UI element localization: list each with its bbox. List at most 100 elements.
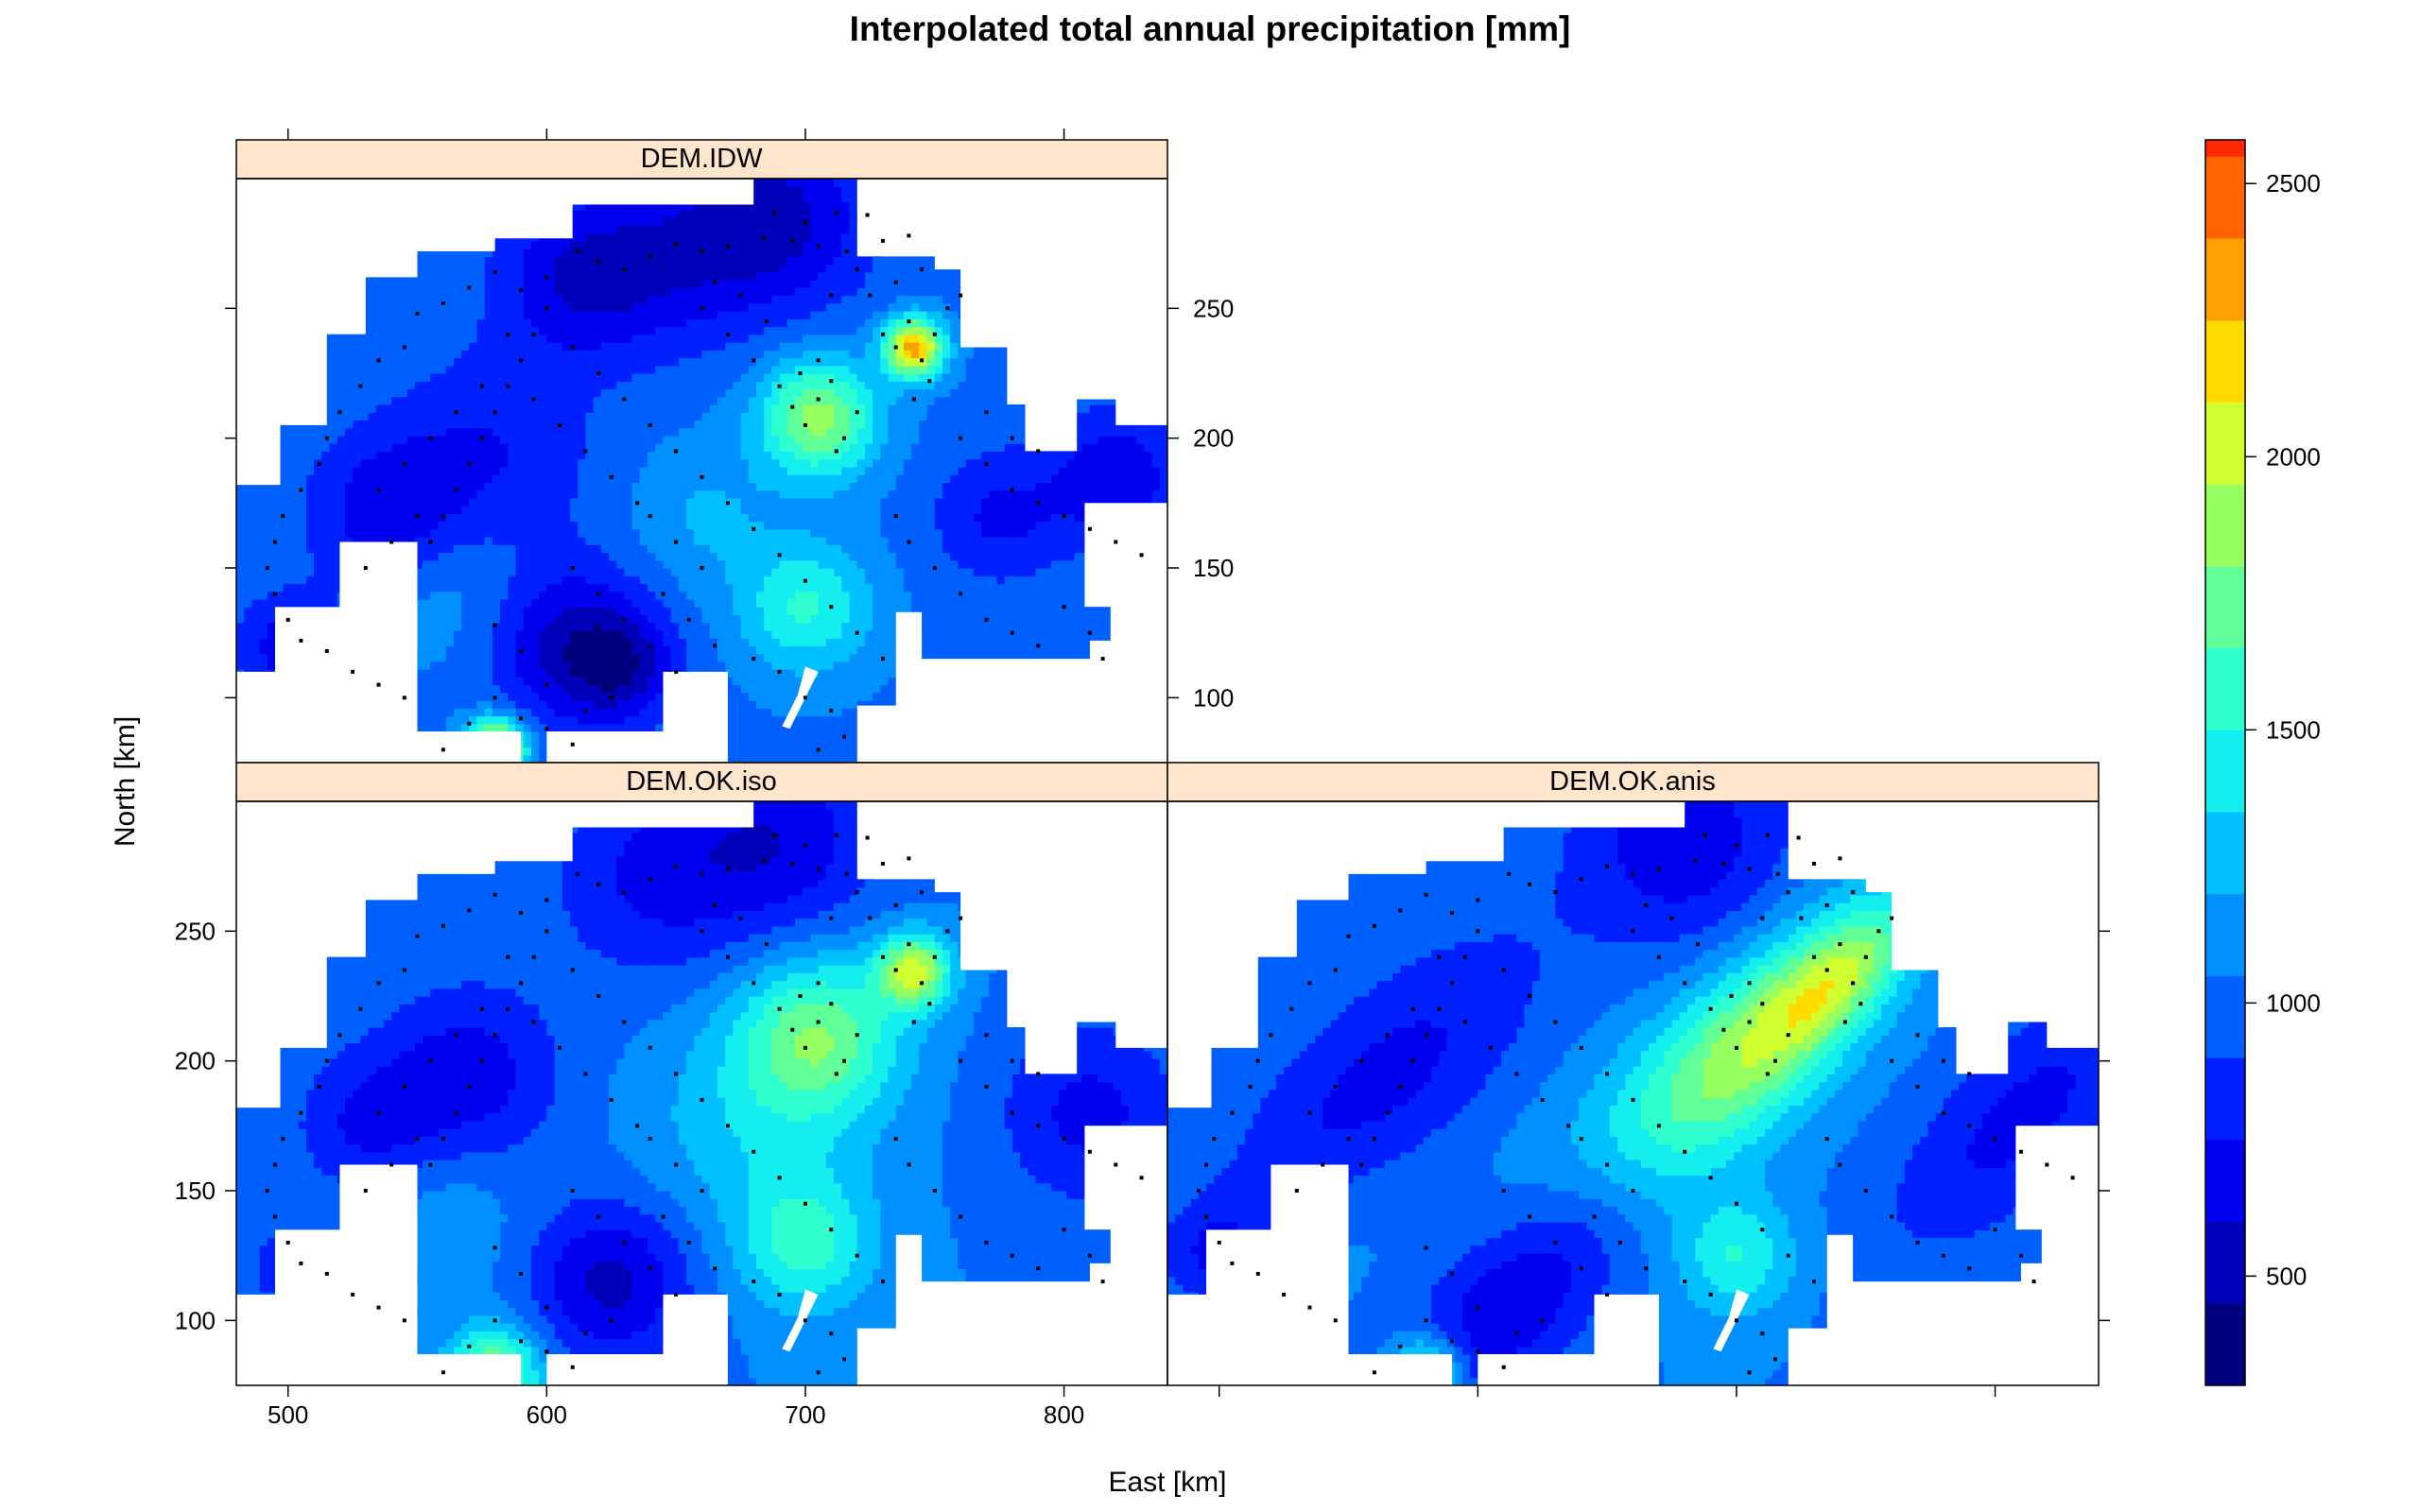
station-point [596, 1214, 601, 1219]
y-tick-label: 150 [175, 1177, 216, 1205]
station-point [803, 578, 807, 583]
station-point [790, 861, 795, 866]
station-point [1863, 1189, 1868, 1193]
station-point [1967, 1072, 1972, 1076]
station-point [1036, 449, 1041, 454]
station-point [959, 293, 963, 298]
colorbar-tick-label: 2000 [2266, 442, 2321, 471]
station-point [1036, 644, 1041, 648]
station-point [984, 1085, 989, 1090]
station-point [1890, 1214, 1894, 1219]
station-point [454, 1033, 458, 1038]
station-point [544, 1305, 549, 1310]
station-point [1703, 833, 1708, 837]
station-point [428, 1162, 433, 1167]
station-point [1036, 1266, 1041, 1271]
station-point [1385, 1033, 1390, 1038]
station-point [1372, 1370, 1376, 1375]
station-point [570, 1365, 575, 1369]
station-point [1501, 968, 1506, 972]
station-point [519, 1271, 523, 1276]
station-point [531, 397, 536, 402]
station-point [531, 954, 536, 959]
station-point [1812, 861, 1816, 866]
station-point [1528, 994, 1532, 998]
station-point [700, 306, 704, 311]
station-point [1747, 1020, 1752, 1024]
station-point [622, 890, 627, 895]
station-point [1863, 954, 1868, 959]
station-point [1307, 1305, 1312, 1310]
station-point [324, 1271, 329, 1276]
station-point [648, 1045, 652, 1050]
station-point [467, 908, 472, 913]
station-point [389, 540, 394, 544]
station-point [1010, 1110, 1014, 1115]
station-point [725, 954, 730, 959]
station-point [1450, 911, 1454, 916]
station-point [855, 267, 859, 272]
station-point [317, 462, 321, 467]
station-point [1139, 553, 1144, 558]
station-point [1269, 1033, 1273, 1038]
station-point [1796, 835, 1801, 840]
station-point [648, 254, 652, 259]
station-point [1941, 1110, 1945, 1115]
station-point [467, 721, 472, 726]
station-point [1217, 1240, 1221, 1245]
station-point [1617, 1240, 1622, 1245]
station-point [583, 1072, 588, 1076]
station-point [479, 1006, 484, 1011]
station-point [1786, 890, 1790, 895]
station-point [415, 1137, 420, 1142]
strip-dem-idw [235, 139, 1168, 180]
station-point [467, 285, 472, 290]
station-point [674, 1292, 679, 1297]
station-point [415, 514, 420, 519]
station-point [1196, 1189, 1201, 1193]
station-point [402, 345, 406, 350]
station-point [2018, 1149, 2023, 1154]
station-point [868, 916, 873, 920]
station-point [1010, 630, 1014, 635]
station-point [1424, 892, 1428, 897]
station-point [1708, 1176, 1713, 1180]
station-point [881, 657, 885, 662]
station-point [1605, 1072, 1610, 1076]
station-point [493, 892, 497, 897]
station-point [609, 1318, 614, 1323]
station-point [713, 280, 717, 284]
station-point [752, 981, 756, 986]
station-point [1631, 929, 1635, 934]
station-point [467, 1344, 472, 1349]
station-point [402, 696, 406, 700]
station-point [479, 384, 484, 388]
station-point [1765, 833, 1770, 837]
colorbar-tick-label: 500 [2266, 1262, 2307, 1290]
station-point [1010, 436, 1014, 440]
station-point [1915, 1240, 1920, 1245]
station-point [700, 871, 704, 876]
station-point [285, 1240, 290, 1245]
y-tick-label: 250 [1193, 294, 1234, 322]
station-point [920, 267, 925, 272]
station-point [493, 1318, 497, 1323]
station-point [752, 657, 756, 662]
station-point [324, 648, 329, 653]
station-point [764, 319, 769, 324]
station-point [1553, 890, 1558, 895]
station-point [1450, 1339, 1454, 1344]
station-point [772, 210, 777, 215]
station-point [493, 1246, 497, 1250]
station-point [1683, 981, 1687, 986]
station-point [1424, 1318, 1428, 1323]
station-point [1230, 1261, 1235, 1265]
colorbar-band [2205, 893, 2245, 976]
station-point [493, 410, 497, 415]
station-point [713, 644, 717, 648]
station-point [493, 269, 497, 274]
station-point [576, 249, 580, 253]
station-point [1333, 1318, 1338, 1323]
station-point [317, 1085, 321, 1090]
station-point [1036, 501, 1041, 506]
